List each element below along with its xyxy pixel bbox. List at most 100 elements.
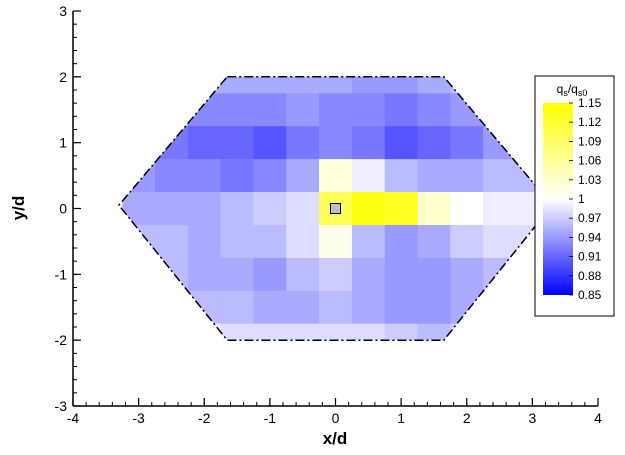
heatmap-cell [155,323,189,341]
heatmap-cell [155,76,189,94]
heatmap-cell [483,126,517,160]
heatmap-cell [483,290,517,325]
source-marker [330,203,341,214]
y-tick-label: 0 [59,201,67,217]
heatmap-cell [384,126,419,160]
heatmap-cell [187,257,222,292]
domain-outline [117,76,554,341]
heatmap-cell [122,126,156,160]
heatmap-cell [220,192,255,226]
heatmap-cell [483,76,517,94]
heatmap-cell [187,159,222,193]
colorbar-title-slash: / [568,82,572,96]
y-tick-label: -1 [55,266,68,282]
heatmap-cell [286,126,320,160]
heatmap-cell [187,323,222,341]
heatmap-cell [384,323,419,341]
heatmap-cell [122,192,156,226]
heatmap-cell [417,93,451,127]
heatmap-cell [155,192,189,226]
heatmap-cell [319,93,353,127]
y-axis-title: y/d [9,196,28,221]
heatmap-cell [319,290,353,325]
heatmap-cell [319,257,353,292]
heatmap-cell [483,192,517,226]
colorbar-ticks: 1.15 1.12 1.09 1.06 1.03 1 0.97 0.94 0.91 0.88 0.8… [569,96,602,302]
heatmap-cell [515,323,550,341]
colorbar-tick-label: 0.91 [578,250,602,264]
colorbar-tick-label: 1.09 [578,134,602,148]
colorbar-tick-label: 1 [578,192,585,206]
heatmap-cell [319,76,353,94]
heatmap-cell [417,192,451,226]
heatmap-cell [384,257,419,292]
colorbar: qs/qs0 1.151.121.091.061.0310.970.940.91… [534,75,615,317]
colorbar-tick-label: 1.12 [578,115,602,129]
heatmap-cell [417,323,451,341]
heatmap-cell [384,76,419,94]
heatmap-cell [351,93,386,127]
heatmap-cell [187,126,222,160]
heatmap-cell [122,76,156,94]
heatmap-cell [286,224,320,259]
heatmap-cell [483,93,517,127]
heatmap-cell [122,290,156,325]
colorbar-tick-label: 0.85 [578,288,602,302]
x-tick-label: -3 [132,410,145,426]
heatmap-cell [417,257,451,292]
heatmap-cell [351,290,386,325]
x-tick-label: 1 [397,410,405,426]
heatmap-cell [417,224,451,259]
heatmap-cell [253,93,287,127]
heatmap-cell [351,76,386,94]
heatmap-cell [187,290,222,325]
heatmap-cell [483,323,517,341]
x-tick-label: 4 [594,410,602,426]
heatmap-cell [483,159,517,193]
heatmap-cell [253,192,287,226]
heatmap-cell [450,257,484,292]
y-tick-label: 1 [59,135,67,151]
y-tick-label: -3 [55,398,68,414]
x-tick-label: 0 [332,410,340,426]
heatmap-cell [253,323,287,341]
colorbar-tick-label: 0.97 [578,211,602,225]
heatmap-cell [417,290,451,325]
heatmap-cell [351,323,386,341]
heatmap-cell [384,93,419,127]
heatmap-cell [450,93,484,127]
heatmap-cell [483,257,517,292]
colorbar-title: qs/qs0 [557,82,588,98]
colorbar-title-ref: q [571,82,578,96]
heatmap-cell [384,224,419,259]
colorbar-title-main-sub: s [563,88,568,98]
axes [72,10,599,407]
x-tick-label: -1 [264,410,277,426]
heatmap-cell [155,290,189,325]
x-tick-label: 3 [528,410,536,426]
heatmap-cell [253,159,287,193]
heatmap-cell [122,323,156,341]
heatmap-cell [450,192,484,226]
heatmap-cell [122,224,156,259]
heatmap-cell [155,159,189,193]
colorbar-tick-label: 1.03 [578,173,602,187]
heatmap-cell [122,257,156,292]
heatmap-cell [417,126,451,160]
colorbar-tick-label: 1.06 [578,154,602,168]
heatmap-cell [220,224,255,259]
heatmap-cell [384,192,419,226]
heatmap-cell [253,257,287,292]
heatmap-cell [220,126,255,160]
heatmap-cell [253,290,287,325]
heatmap-cell [351,159,386,193]
heatmap-cell [286,257,320,292]
heatmap-cell [286,290,320,325]
heatmap-cell [155,257,189,292]
heatmap-cell [253,126,287,160]
heatmap-cell [286,323,320,341]
heatmap-cell [483,224,517,259]
colorbar-swatch [543,103,573,295]
heatmap-cell [286,93,320,127]
x-axis-title: x/d [323,429,348,448]
